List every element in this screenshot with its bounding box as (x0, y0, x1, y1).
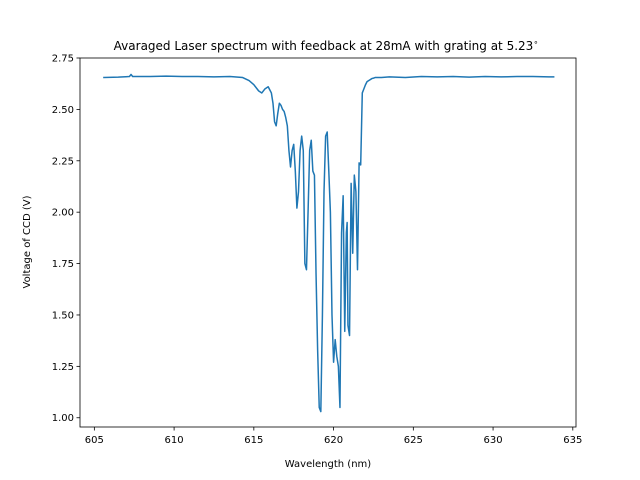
x-axis: 605 610 615 620 625 630 635 (85, 427, 582, 446)
x-axis-label: Wavelength (nm) (285, 459, 371, 470)
title-degree-symbol: ∘ (533, 38, 538, 47)
y-tick-label: 1.50 (52, 310, 74, 321)
x-tick-label: 605 (85, 435, 104, 446)
y-tick-label: 1.25 (52, 362, 74, 373)
x-tick-label: 630 (484, 435, 503, 446)
chart-title: Avaraged Laser spectrum with feedback at… (114, 38, 539, 53)
x-tick-label: 625 (404, 435, 423, 446)
axes-frame (79, 57, 577, 428)
y-axis-label: Voltage of CCD (V) (22, 195, 33, 288)
y-tick-label: 2.75 (52, 54, 74, 65)
x-tick-label: 635 (563, 435, 582, 446)
x-tick-label: 620 (324, 435, 343, 446)
x-tick-label: 610 (165, 435, 184, 446)
plot-area (103, 73, 555, 413)
y-tick-label: 2.25 (52, 156, 74, 167)
y-tick-label: 2.00 (52, 208, 74, 219)
y-axis: 1.00 1.25 1.50 1.75 2.00 2.25 2.50 2.75 (52, 54, 80, 424)
y-tick-label: 1.75 (52, 259, 74, 270)
series-line (103, 73, 555, 413)
x-tick-label: 615 (244, 435, 263, 446)
y-tick-label: 2.50 (52, 105, 74, 116)
y-tick-label: 1.00 (52, 413, 74, 424)
